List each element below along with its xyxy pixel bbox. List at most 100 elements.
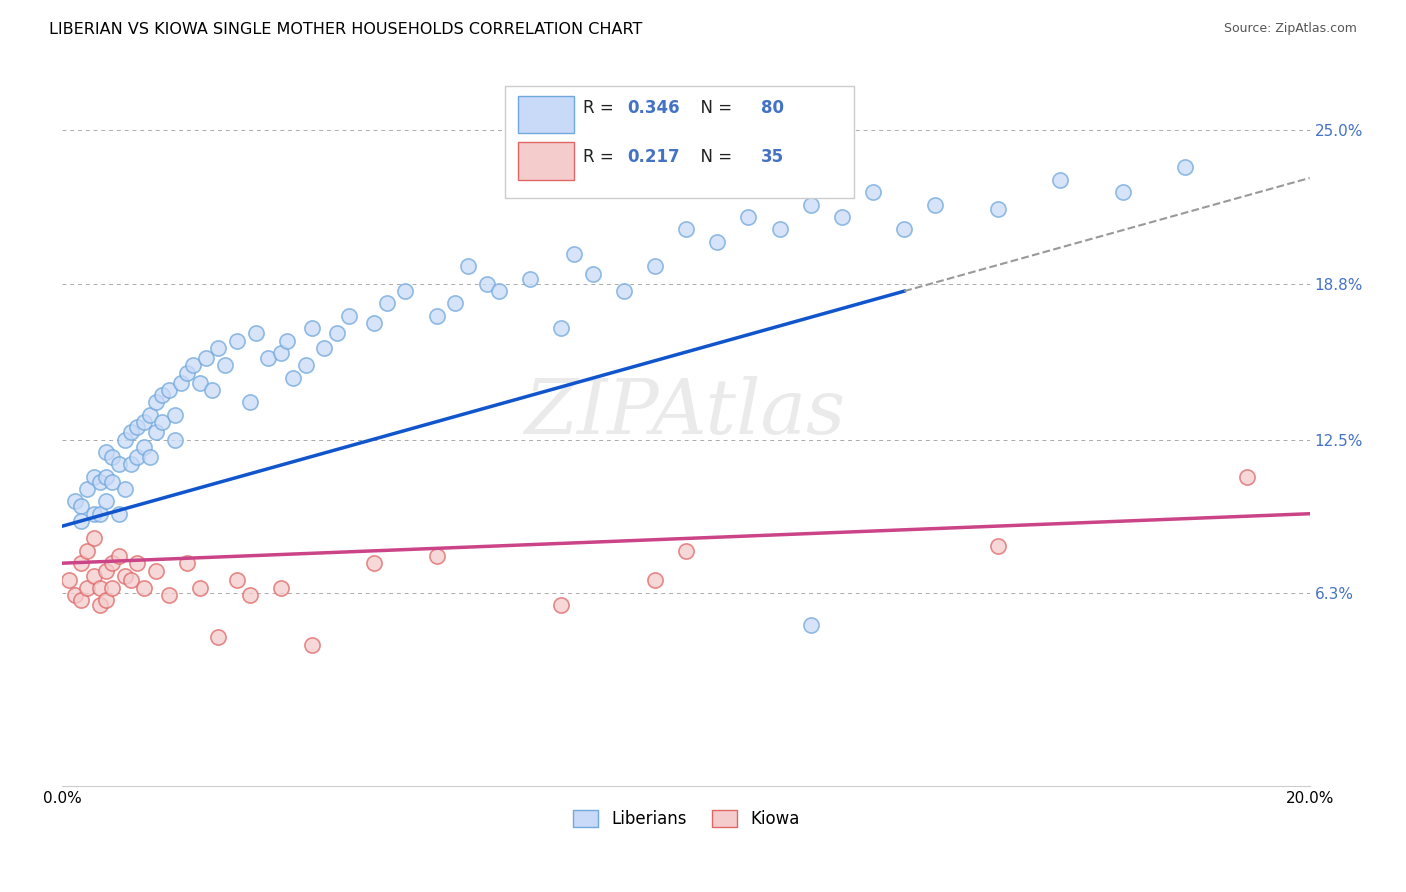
Point xyxy=(107,549,129,563)
Point xyxy=(706,235,728,249)
FancyBboxPatch shape xyxy=(517,143,574,179)
Point xyxy=(737,210,759,224)
Point xyxy=(89,599,111,613)
Point xyxy=(800,197,823,211)
Point xyxy=(363,556,385,570)
Point xyxy=(163,433,186,447)
Point xyxy=(862,185,884,199)
Point xyxy=(675,222,697,236)
Text: 0.346: 0.346 xyxy=(627,99,681,117)
Point xyxy=(562,247,585,261)
Point xyxy=(94,593,117,607)
Point xyxy=(550,321,572,335)
Point xyxy=(194,351,217,365)
Point xyxy=(157,588,180,602)
Point xyxy=(107,457,129,471)
Point xyxy=(294,359,316,373)
Point xyxy=(581,267,603,281)
Point xyxy=(101,556,124,570)
Point xyxy=(1111,185,1133,199)
Point xyxy=(101,450,124,464)
Point xyxy=(89,581,111,595)
Point xyxy=(89,507,111,521)
Point xyxy=(207,341,229,355)
Point xyxy=(70,593,93,607)
Point xyxy=(613,284,636,298)
Point xyxy=(139,408,162,422)
Text: ZIPAtlas: ZIPAtlas xyxy=(526,376,846,450)
Point xyxy=(987,539,1010,553)
Point xyxy=(63,588,86,602)
Point xyxy=(214,359,236,373)
Point xyxy=(375,296,398,310)
Point xyxy=(314,341,336,355)
Point xyxy=(83,532,105,546)
Point xyxy=(1174,161,1197,175)
Point xyxy=(987,202,1010,217)
Point xyxy=(301,321,323,335)
Point xyxy=(183,359,205,373)
Point xyxy=(114,568,136,582)
Point xyxy=(145,564,167,578)
Point xyxy=(132,440,155,454)
Point xyxy=(58,574,80,588)
Point xyxy=(114,433,136,447)
Point xyxy=(76,482,98,496)
Point xyxy=(132,415,155,429)
Point xyxy=(475,277,498,291)
Point xyxy=(426,309,449,323)
Text: 0.217: 0.217 xyxy=(627,148,681,166)
Point xyxy=(800,618,823,632)
FancyBboxPatch shape xyxy=(505,87,855,198)
Point xyxy=(145,395,167,409)
Point xyxy=(127,420,149,434)
Point xyxy=(488,284,510,298)
Point xyxy=(176,366,198,380)
Point xyxy=(120,457,142,471)
Point xyxy=(76,544,98,558)
Point xyxy=(120,574,142,588)
Point xyxy=(107,507,129,521)
Point xyxy=(70,500,93,514)
Text: LIBERIAN VS KIOWA SINGLE MOTHER HOUSEHOLDS CORRELATION CHART: LIBERIAN VS KIOWA SINGLE MOTHER HOUSEHOL… xyxy=(49,22,643,37)
Point xyxy=(226,574,249,588)
Point xyxy=(239,588,262,602)
Point xyxy=(644,260,666,274)
Point xyxy=(157,383,180,397)
Point xyxy=(176,556,198,570)
Point xyxy=(120,425,142,439)
Point xyxy=(394,284,416,298)
Point xyxy=(283,370,305,384)
Point xyxy=(893,222,915,236)
Point xyxy=(644,574,666,588)
Point xyxy=(924,197,946,211)
Point xyxy=(239,395,262,409)
Point xyxy=(363,316,385,330)
Point xyxy=(519,272,541,286)
Point xyxy=(89,475,111,489)
FancyBboxPatch shape xyxy=(517,95,574,133)
Point xyxy=(94,564,117,578)
Point xyxy=(70,514,93,528)
Point xyxy=(170,376,193,390)
Text: N =: N = xyxy=(690,148,737,166)
Point xyxy=(132,581,155,595)
Point xyxy=(188,581,211,595)
Point xyxy=(257,351,280,365)
Point xyxy=(301,638,323,652)
Text: 35: 35 xyxy=(761,148,785,166)
Text: 80: 80 xyxy=(761,99,785,117)
Point xyxy=(444,296,467,310)
Point xyxy=(426,549,449,563)
Point xyxy=(150,415,173,429)
Point xyxy=(1049,173,1071,187)
Text: N =: N = xyxy=(690,99,737,117)
Point xyxy=(768,222,790,236)
Text: R =: R = xyxy=(582,148,619,166)
Point xyxy=(101,581,124,595)
Legend: Liberians, Kiowa: Liberians, Kiowa xyxy=(567,804,806,835)
Point xyxy=(270,346,292,360)
Point xyxy=(139,450,162,464)
Text: Source: ZipAtlas.com: Source: ZipAtlas.com xyxy=(1223,22,1357,36)
Point xyxy=(675,544,697,558)
